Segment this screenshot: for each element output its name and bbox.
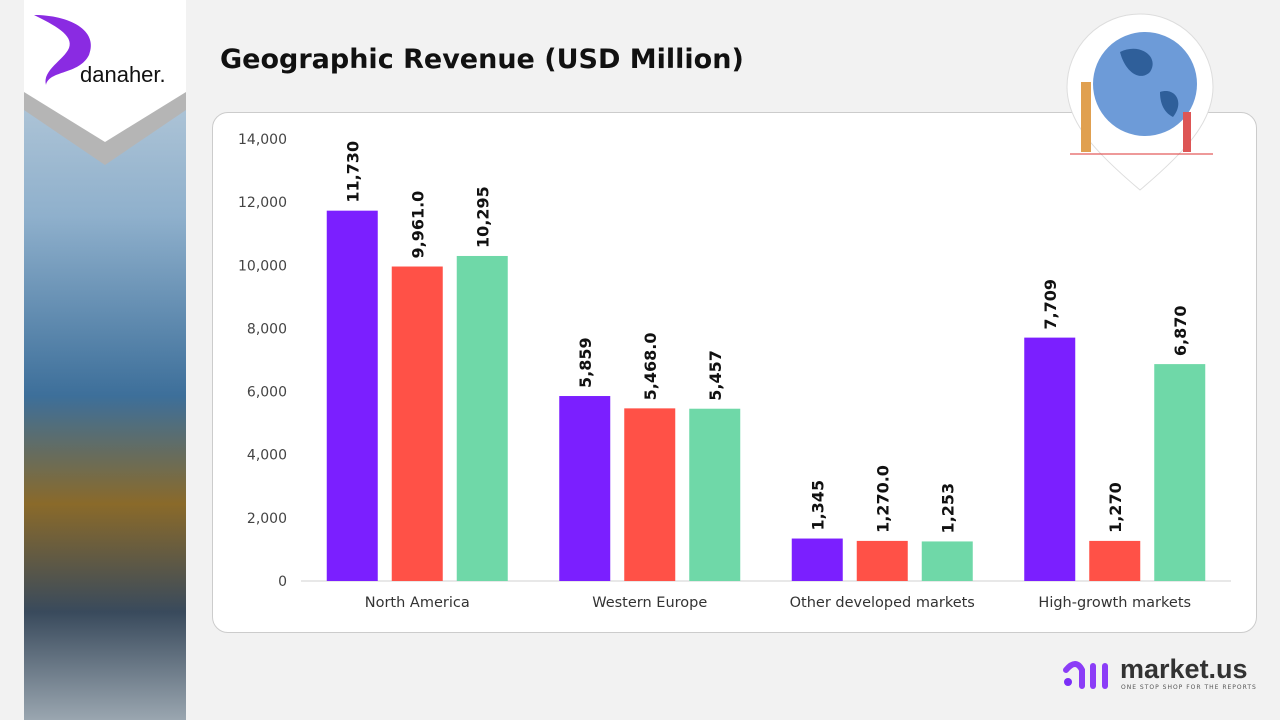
danaher-logo: danaher. xyxy=(80,62,166,87)
logo-banner xyxy=(24,0,186,165)
bar xyxy=(921,541,973,581)
data-label: 1,270.0 xyxy=(873,465,892,533)
market-us-logo-mark xyxy=(1063,661,1108,689)
globe-illustration xyxy=(1066,13,1214,191)
y-tick-label: 12,000 xyxy=(238,195,287,211)
bar xyxy=(624,408,676,581)
y-tick-label: 8,000 xyxy=(247,321,287,337)
bar xyxy=(1154,364,1206,581)
y-tick-label: 2,000 xyxy=(247,511,287,527)
page-title: Geographic Revenue (USD Million) xyxy=(220,44,744,75)
danaher-logo-mark xyxy=(34,15,91,85)
x-tick-label: Western Europe xyxy=(592,595,707,611)
x-tick-label: Other developed markets xyxy=(790,595,975,611)
bar xyxy=(1024,337,1076,581)
data-label: 10,295 xyxy=(473,186,492,248)
y-tick-label: 0 xyxy=(278,574,287,590)
market-us-logo: market.us xyxy=(1120,654,1248,684)
bar xyxy=(689,408,741,581)
data-label: 5,859 xyxy=(576,337,595,388)
data-label: 11,730 xyxy=(343,141,362,203)
data-label: 7,709 xyxy=(1041,279,1060,330)
bar xyxy=(1089,540,1141,581)
bar xyxy=(326,210,378,581)
bar xyxy=(391,266,443,581)
y-tick-label: 14,000 xyxy=(238,132,287,148)
y-tick-label: 6,000 xyxy=(247,385,287,401)
y-tick-label: 10,000 xyxy=(238,258,287,274)
x-tick-label: High-growth markets xyxy=(1038,595,1191,611)
bar xyxy=(856,540,908,581)
y-tick-label: 4,000 xyxy=(247,448,287,464)
data-label: 1,270 xyxy=(1106,482,1125,533)
chart-card: 0 2,000 4,000 6,000 8,000 10,000 12,000 14,000 N… xyxy=(212,112,1257,633)
bar xyxy=(456,255,508,581)
market-us-tagline: ONE STOP SHOP FOR THE REPORTS xyxy=(1121,684,1257,691)
data-label: 5,468.0 xyxy=(641,333,660,401)
data-label: 9,961.0 xyxy=(408,191,427,259)
data-label: 6,870 xyxy=(1171,305,1190,356)
bar xyxy=(791,538,843,581)
data-label: 5,457 xyxy=(706,350,725,401)
data-label: 1,345 xyxy=(808,480,827,531)
data-label: 1,253 xyxy=(938,483,957,534)
bar-chart: 0 2,000 4,000 6,000 8,000 10,000 12,000 14,000 N… xyxy=(238,132,1231,611)
bar xyxy=(559,396,611,581)
x-tick-label: North America xyxy=(365,595,470,611)
